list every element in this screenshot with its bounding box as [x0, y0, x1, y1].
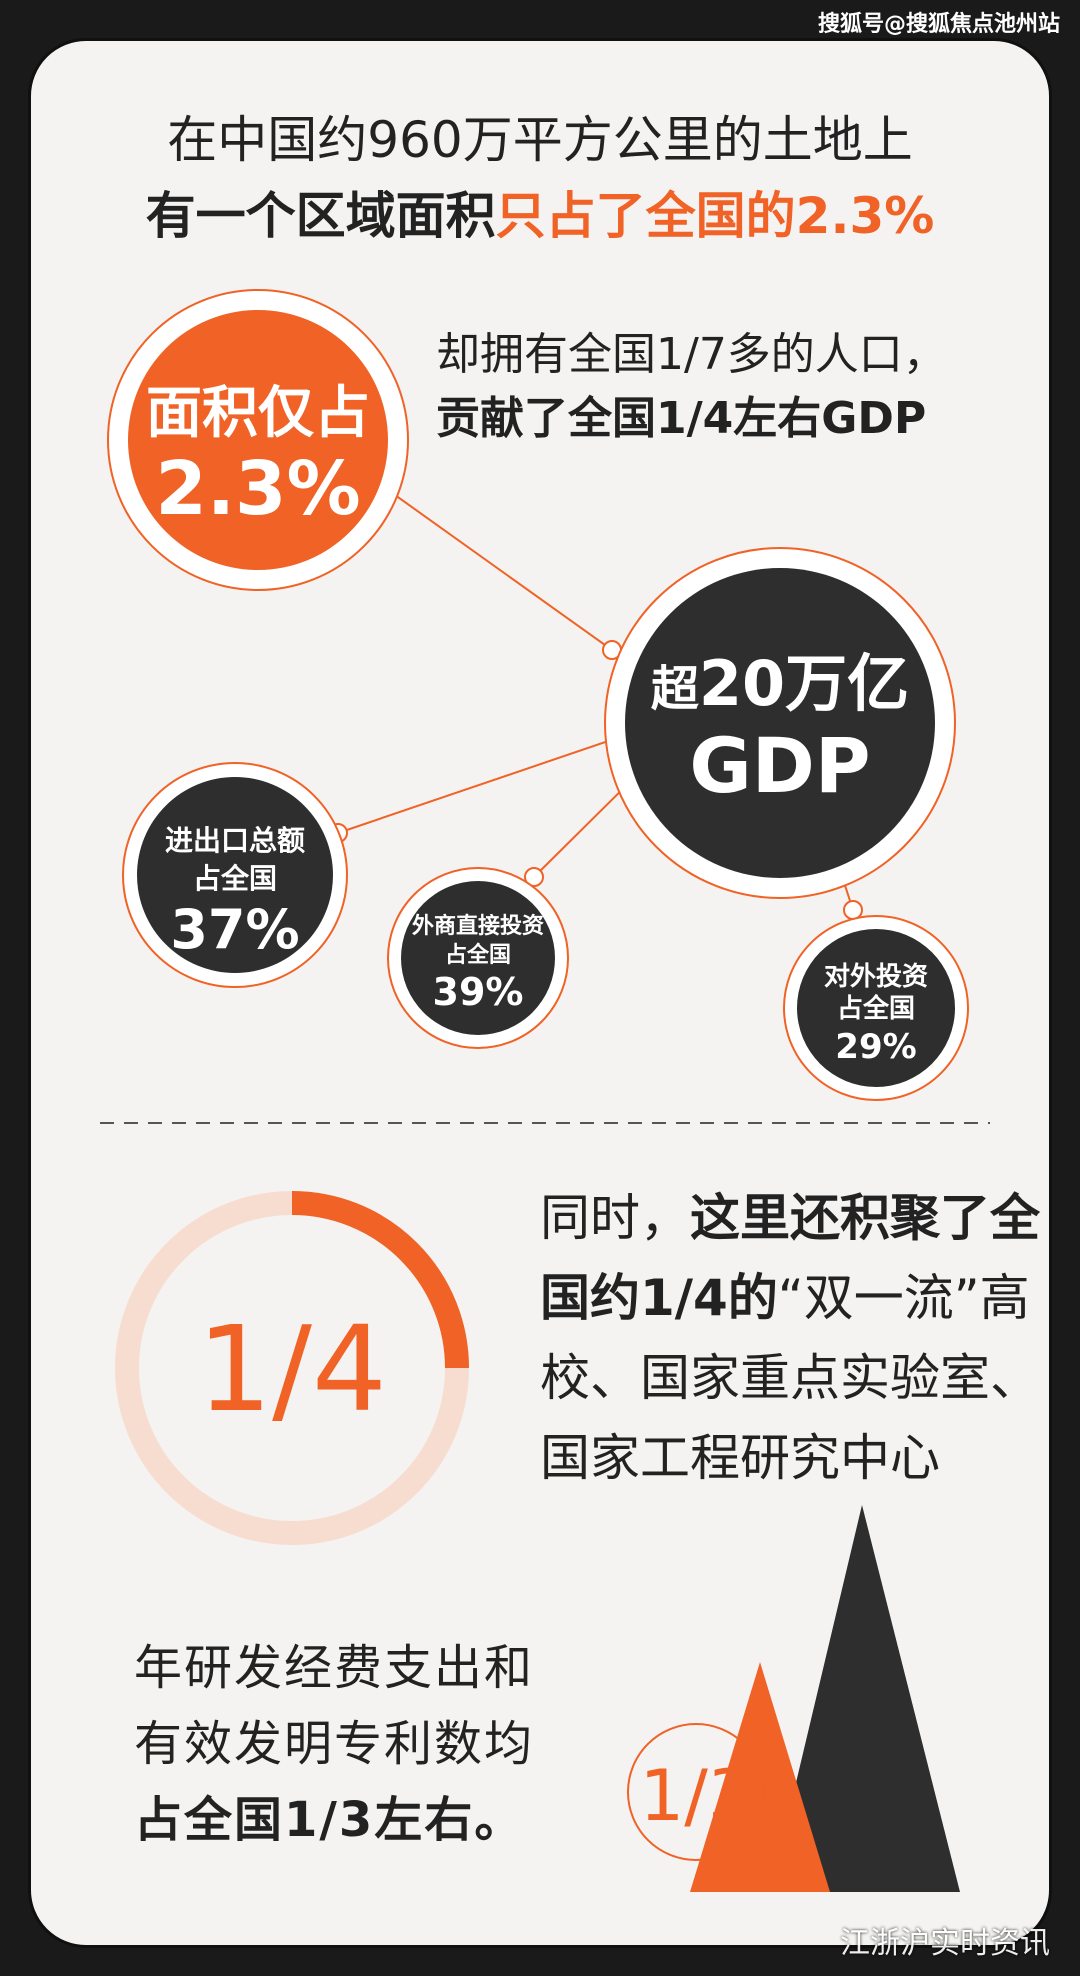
talent-lead: 同时， [540, 1189, 690, 1247]
badge-circle [627, 1723, 765, 1861]
fdi-circle: 外商直接投资 占全国 39% [387, 867, 569, 1049]
talent-bold: 这里还积聚了全国约1/4的 [540, 1189, 1040, 1327]
area-circle-value: 2.3% [155, 446, 360, 532]
quarter-ring: 1/4 [115, 1191, 469, 1545]
odi-value: 29% [835, 1027, 916, 1067]
trade-line1: 进出口总额 [165, 824, 305, 857]
rd-line2: 有效发明专利数均 [134, 1716, 535, 1772]
area-circle: 面积仅占 2.3% [107, 289, 409, 591]
fdi-line2: 占全国 [445, 942, 511, 968]
fdi-circle-fill [401, 881, 555, 1035]
area-circle-label: 面积仅占 [146, 381, 370, 446]
area-circle-fill [128, 310, 388, 570]
gdp-value: 20万亿 [699, 647, 909, 720]
trade-circle-fill [137, 777, 333, 973]
orange-triangle [690, 1662, 830, 1892]
population-line1: 却拥有全国1/7多的人口， [436, 329, 947, 380]
intro-line2: 有一个区域面积只占了全国的2.3% [0, 176, 1080, 248]
gdp-prefix: 超 [651, 661, 700, 717]
top-bar [0, 0, 1080, 40]
trade-value: 37% [170, 898, 299, 961]
trade-line2: 占全国 [193, 862, 277, 895]
rd-line3: 占全国1/3左右。 [134, 1792, 525, 1848]
odi-line2: 占全国 [837, 993, 915, 1024]
dot-odi-gdp [843, 900, 863, 920]
fdi-value: 39% [433, 970, 524, 1014]
gdp-unit: GDP [689, 721, 870, 810]
triangles-graphic: 1/3 [627, 1505, 960, 1892]
talent-rest: “双一流”高校、国家重点实验室、国家工程研究中心 [540, 1269, 1040, 1487]
intro-line1: 在中国约960万平方公里的土地上 [167, 111, 913, 169]
odi-circle-fill [797, 929, 955, 1087]
odi-circle: 对外投资 占全国 29% [783, 915, 969, 1101]
rd-text: 年研发经费支出和 有效发明专利数均 占全国1/3左右。 [134, 1630, 614, 1858]
source-watermark: 搜狐号@搜狐焦点池州站 [817, 12, 1060, 37]
quarter-ring-progress [291, 1191, 469, 1369]
badge-label: 1/3 [640, 1755, 753, 1837]
gdp-circle: 超20万亿 GDP [604, 547, 956, 899]
fdi-line1: 外商直接投资 [412, 913, 544, 939]
rd-line1: 年研发经费支出和 [134, 1640, 535, 1696]
gdp-circle-headline: 超20万亿 [651, 647, 909, 720]
connector-area-gdp [359, 469, 613, 651]
dark-triangle [770, 1505, 960, 1892]
gdp-circle-fill [625, 568, 935, 878]
trade-circle: 进出口总额 占全国 37% [122, 762, 348, 988]
population-line2: 贡献了全国1/4左右GDP [436, 393, 927, 444]
odi-line1: 对外投资 [824, 962, 928, 992]
talent-text: 同时，这里还积聚了全国约1/4的“双一流”高校、国家重点实验室、国家工程研究中心 [540, 1178, 1040, 1498]
intro-line2-orange: 只占了全国的2.3% [495, 187, 935, 245]
account-watermark: 江浙沪实时资讯 [840, 1926, 1050, 1961]
dot-fdi-gdp [524, 867, 544, 887]
intro-line2-black: 有一个区域面积 [145, 187, 496, 245]
quarter-ring-label: 1/4 [197, 1300, 387, 1438]
